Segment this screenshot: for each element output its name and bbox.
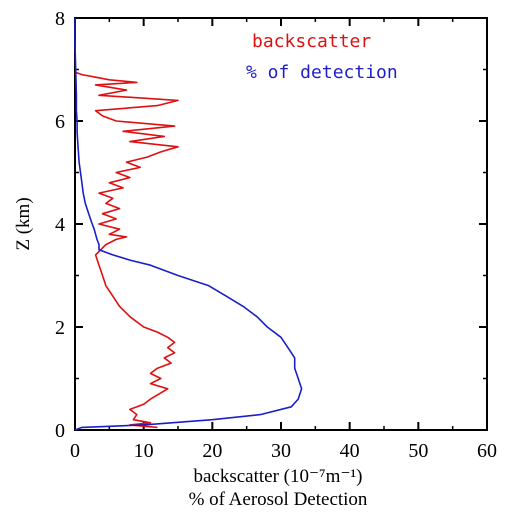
legend-entry-detection: % of detection <box>246 62 398 83</box>
x-tick-label: 0 <box>70 440 80 462</box>
series-layer <box>74 18 303 431</box>
y-tick-label: 0 <box>55 420 65 442</box>
y-axis-label: Z (km) <box>13 197 34 250</box>
series-line-backscatter <box>74 71 179 429</box>
y-tick-label: 6 <box>55 111 65 133</box>
x-tick-label: 10 <box>134 440 154 462</box>
x-tick-label: 50 <box>408 440 428 462</box>
y-tick-label: 8 <box>55 8 65 30</box>
x-axis-label: backscatter (10⁻⁷m⁻¹) <box>193 466 362 487</box>
x-tick-label: 40 <box>340 440 360 462</box>
legend-entry-backscatter: backscatter <box>252 31 371 52</box>
y-tick-label: 2 <box>55 317 65 339</box>
series-line-detection <box>74 18 303 431</box>
x-tick-label: 60 <box>477 440 497 462</box>
y-tick-label: 4 <box>55 214 65 236</box>
legend: backscatter % of detection <box>246 31 398 83</box>
x-tick-label: 30 <box>271 440 291 462</box>
x-tick-label: 20 <box>202 440 222 462</box>
x-axis-label-secondary: % of Aerosol Detection <box>189 489 368 510</box>
